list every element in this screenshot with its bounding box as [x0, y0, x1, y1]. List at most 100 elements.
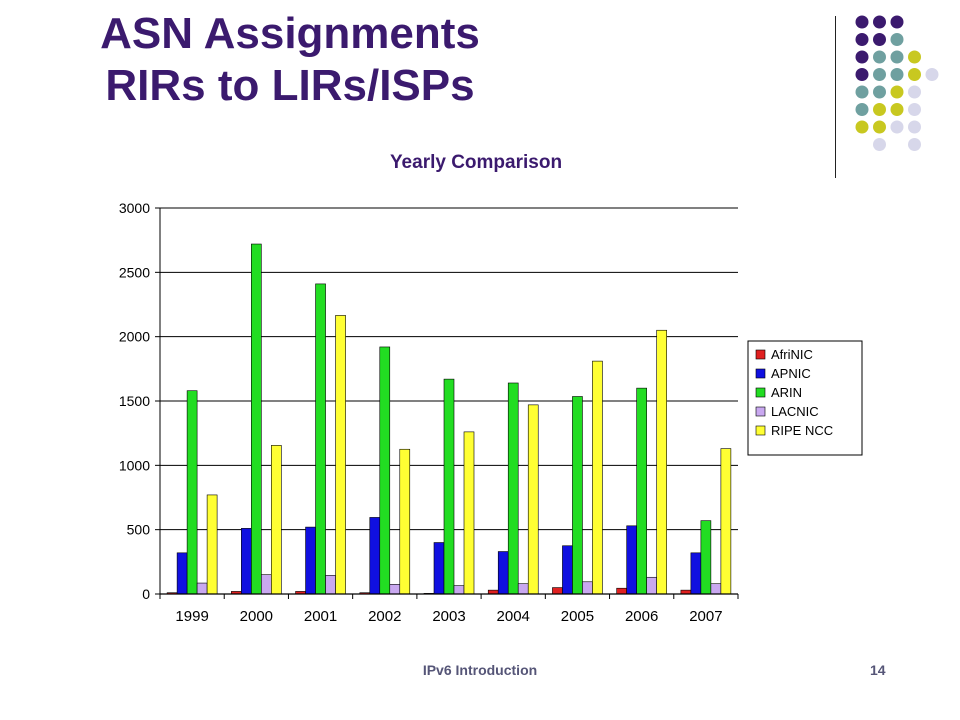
legend-box	[747, 340, 863, 456]
decor-dot	[908, 138, 921, 151]
bar-apnic-2000	[241, 528, 252, 595]
decor-dot	[890, 33, 904, 46]
bar-arin-2007	[700, 520, 712, 595]
y-tick-label: 0	[142, 586, 150, 602]
bar-afrinic-2006	[616, 587, 627, 595]
footer-text: IPv6 Introduction	[422, 662, 538, 678]
bar-lacnic-2003	[453, 585, 465, 595]
bar-ripe-ncc-2004	[527, 404, 539, 595]
chart-title: Yearly Comparison	[390, 152, 562, 173]
bar-ripe-ncc-2003	[463, 431, 475, 595]
bar-apnic-2003	[433, 542, 445, 595]
page-number: 14	[870, 662, 886, 678]
decor-dot	[890, 15, 904, 29]
y-tick-label: 3000	[119, 200, 150, 216]
decor-dot	[855, 120, 869, 134]
decor-dot	[890, 68, 904, 81]
decor-dot	[890, 85, 904, 99]
legend-entry: RIPE NCC	[771, 423, 833, 438]
decor-dot	[890, 50, 904, 64]
legend-swatch	[755, 406, 766, 417]
bar-lacnic-2002	[389, 584, 401, 595]
legend-entry: APNIC	[771, 366, 811, 381]
bar-ripe-ncc-1999	[206, 494, 218, 595]
bar-apnic-2007	[690, 552, 702, 595]
x-tick-label: 2007	[689, 608, 722, 625]
y-tick-label: 1000	[119, 457, 150, 473]
legend-entry: ARIN	[771, 385, 802, 400]
decor-dot	[873, 138, 886, 151]
bar-arin-2002	[379, 346, 391, 595]
bar-apnic-2005	[562, 545, 573, 595]
legend-swatch	[755, 425, 766, 436]
decor-dot	[890, 103, 904, 116]
bar-ripe-ncc-2005	[592, 360, 603, 595]
decor-dot	[925, 68, 939, 81]
bar-lacnic-2001	[325, 575, 336, 595]
y-tick-label: 1500	[119, 393, 150, 409]
bar-apnic-1999	[176, 552, 188, 595]
bar-lacnic-2006	[646, 576, 657, 595]
decor-dot	[855, 68, 869, 81]
bar-ripe-ncc-2002	[399, 448, 411, 595]
bar-ripe-ncc-2006	[656, 329, 667, 595]
bar-arin-2004	[507, 382, 519, 595]
bar-lacnic-2007	[710, 583, 722, 595]
x-tick-label: 2002	[368, 608, 401, 625]
decor-dot	[908, 85, 921, 99]
bar-arin-2003	[443, 378, 455, 595]
decor-dot	[908, 68, 921, 81]
bar-apnic-2006	[626, 525, 637, 595]
bar-ripe-ncc-2007	[720, 448, 732, 595]
bar-lacnic-2005	[582, 581, 593, 595]
x-tick-label: 2001	[304, 608, 337, 625]
decor-dot	[873, 15, 886, 29]
legend-swatch	[755, 387, 766, 398]
decor-dot	[873, 85, 886, 99]
title-line-2: RIRs to LIRs/ISPs	[105, 61, 475, 110]
decor-dot	[855, 15, 869, 29]
bar-ripe-ncc-2001	[335, 315, 346, 595]
bar-apnic-2002	[369, 517, 381, 595]
title-line-1: ASN Assignments	[100, 9, 480, 58]
bar-ripe-ncc-2000	[271, 445, 282, 595]
decor-dot	[855, 85, 869, 99]
bar-apnic-2004	[497, 551, 509, 595]
bar-afrinic-2005	[552, 587, 563, 595]
legend: AfriNIC APNIC ARIN LACNIC RIPE NCC	[747, 340, 863, 456]
bar-arin-2000	[251, 243, 262, 595]
bar-apnic-2001	[305, 526, 316, 595]
decor-dot	[873, 103, 886, 116]
y-tick-label: 2500	[119, 264, 150, 280]
divider-line	[835, 16, 836, 178]
decor-dot	[855, 33, 869, 46]
decor-dot	[873, 120, 886, 134]
decor-dot	[873, 68, 886, 81]
legend-entry: AfriNIC	[771, 347, 813, 362]
x-tick-label: 2004	[497, 608, 530, 625]
x-tick-label: 1999	[175, 608, 208, 625]
title: ASN Assignments RIRs to LIRs/ISPs	[60, 8, 520, 112]
decor-dot	[855, 50, 869, 64]
bar-lacnic-1999	[196, 582, 208, 595]
x-tick-label: 2006	[625, 608, 658, 625]
bar-lacnic-2004	[517, 583, 529, 595]
bar-chart: Yearly Comparison 0 500 1000 1500 2000 2500 300…	[119, 152, 863, 625]
y-tick-label: 2000	[119, 329, 150, 345]
decor-dot	[873, 33, 886, 46]
decor-dot	[855, 103, 869, 116]
decor-dot	[908, 120, 921, 134]
decor-dot	[908, 50, 921, 64]
legend-swatch	[755, 368, 766, 379]
x-tick-label: 2005	[561, 608, 594, 625]
decorative-dot-grid	[855, 15, 939, 151]
bar-arin-2005	[572, 396, 583, 595]
decor-dot	[908, 103, 921, 116]
x-tick-label: 2000	[240, 608, 273, 625]
bar-arin-2006	[636, 387, 647, 595]
bar-lacnic-2000	[261, 574, 272, 595]
legend-entry: LACNIC	[771, 404, 819, 419]
x-tick-label: 2003	[432, 608, 465, 625]
bar-arin-1999	[186, 390, 198, 595]
decor-dot	[873, 50, 886, 64]
